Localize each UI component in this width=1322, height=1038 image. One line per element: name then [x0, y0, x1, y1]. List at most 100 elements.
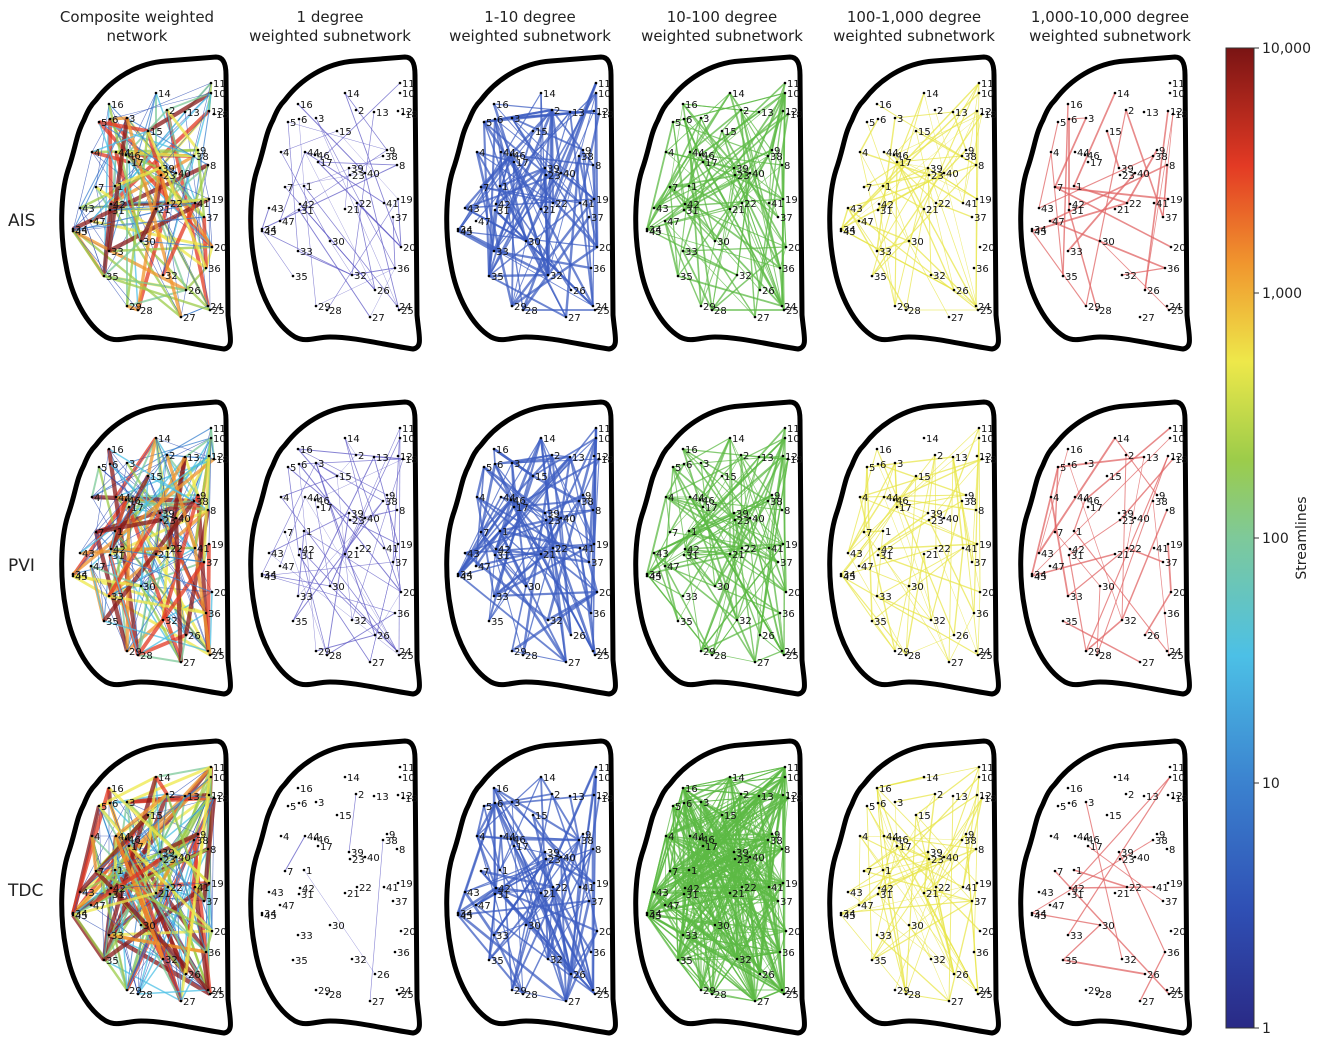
- node: [1049, 220, 1052, 223]
- node-label: 30: [1102, 582, 1115, 593]
- node: [493, 448, 496, 451]
- node: [314, 499, 317, 502]
- node-label: 33: [685, 592, 698, 603]
- node-label: 13: [572, 792, 585, 803]
- node-label: 37: [395, 897, 408, 908]
- node: [166, 454, 169, 457]
- node: [759, 289, 762, 292]
- column-title: weighted subnetwork: [641, 27, 803, 45]
- node: [592, 848, 595, 851]
- node-label: 30: [1102, 237, 1115, 248]
- node: [540, 776, 543, 779]
- node-label: 13: [376, 108, 389, 119]
- node: [210, 427, 213, 430]
- node-label: 28: [525, 306, 538, 317]
- node-label: 11: [787, 763, 800, 774]
- node-label: 32: [739, 616, 752, 627]
- node: [1144, 634, 1147, 637]
- brain-panel: 1234567891011121314151617181920212223242…: [447, 741, 616, 1033]
- node: [194, 547, 197, 550]
- node-label: 33: [111, 247, 124, 258]
- node: [1172, 797, 1175, 800]
- node: [383, 202, 386, 205]
- node: [1118, 851, 1121, 854]
- node: [110, 203, 113, 206]
- node-label: 35: [106, 272, 119, 283]
- node-label: 39: [1121, 848, 1134, 859]
- node-label: 30: [717, 237, 730, 248]
- node-label: 45: [460, 911, 473, 922]
- node-label: 42: [498, 545, 511, 556]
- node: [783, 993, 786, 996]
- node: [510, 154, 513, 157]
- node-label: 36: [976, 948, 989, 959]
- node: [374, 634, 377, 637]
- node-label: 32: [1124, 616, 1137, 627]
- column-title: 10-100 degree: [667, 8, 777, 26]
- node-label: 7: [98, 867, 104, 878]
- node-label: 45: [1034, 572, 1047, 583]
- node: [115, 835, 118, 838]
- row-label: AIS: [8, 211, 35, 231]
- node-label: 13: [1146, 453, 1159, 464]
- node-label: 36: [976, 264, 989, 275]
- node: [95, 870, 98, 873]
- node: [374, 289, 377, 292]
- node-label: 21: [158, 550, 171, 561]
- node-label: 28: [525, 990, 538, 1001]
- node-label: 11: [1172, 424, 1185, 435]
- node-label: 10: [787, 773, 800, 784]
- node: [392, 216, 395, 219]
- node: [961, 155, 964, 158]
- node-label: 46: [702, 151, 715, 162]
- node: [741, 547, 744, 550]
- node: [315, 462, 318, 465]
- node: [1114, 208, 1117, 211]
- node: [570, 634, 573, 637]
- brain-panel: 1234567891011121314151617181920212223242…: [1021, 402, 1190, 694]
- node-label: 14: [926, 434, 939, 445]
- node: [126, 462, 129, 465]
- node-label: 1: [502, 527, 508, 538]
- node-label: 39: [736, 509, 749, 520]
- node: [1106, 475, 1109, 478]
- node-label: 41: [386, 199, 399, 210]
- node-label: 8: [399, 161, 405, 172]
- node-label: 40: [563, 853, 576, 864]
- node: [1038, 891, 1041, 894]
- node: [579, 886, 582, 889]
- node-label: 4: [479, 493, 485, 504]
- node: [394, 612, 397, 615]
- node: [540, 437, 543, 440]
- node-label: 20: [403, 927, 416, 938]
- node-label: 46: [128, 151, 141, 162]
- node: [483, 805, 486, 808]
- node-label: 27: [951, 997, 964, 1008]
- node-label: 28: [329, 990, 342, 1001]
- node: [1166, 650, 1169, 653]
- node: [894, 117, 897, 120]
- node-label: 21: [1117, 205, 1130, 216]
- node-label: 8: [595, 845, 601, 856]
- node-label: 7: [672, 867, 678, 878]
- node: [733, 512, 736, 515]
- node: [894, 801, 897, 804]
- node: [878, 887, 881, 890]
- node: [1156, 494, 1159, 497]
- node: [653, 207, 656, 210]
- node-label: 21: [543, 550, 556, 561]
- node: [578, 500, 581, 503]
- node-label: 40: [752, 514, 765, 525]
- node-label: 15: [150, 127, 163, 138]
- node-label: 15: [724, 811, 737, 822]
- node: [682, 787, 685, 790]
- node: [1134, 172, 1137, 175]
- node-label: 2: [169, 790, 175, 801]
- node: [1139, 316, 1142, 319]
- node-label: 30: [143, 921, 156, 932]
- node: [1152, 839, 1155, 842]
- node-label: 15: [724, 472, 737, 483]
- node: [595, 82, 598, 85]
- node: [1099, 924, 1102, 927]
- node-label: 32: [739, 955, 752, 966]
